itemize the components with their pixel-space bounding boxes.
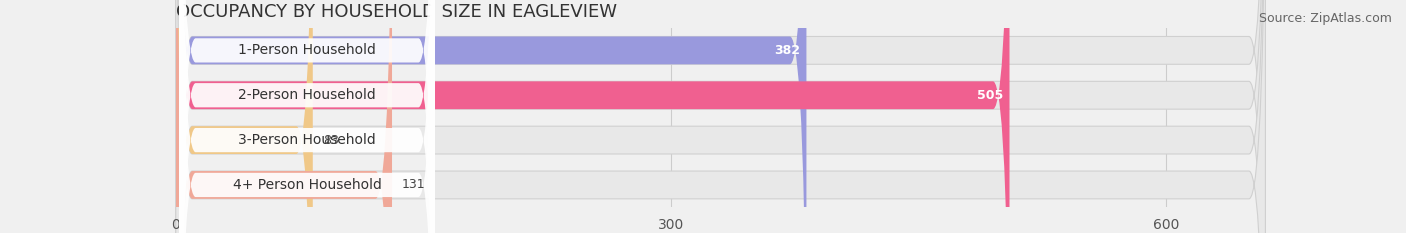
FancyBboxPatch shape <box>176 0 1265 233</box>
Text: 1-Person Household: 1-Person Household <box>238 43 375 57</box>
Text: 505: 505 <box>977 89 1002 102</box>
FancyBboxPatch shape <box>176 0 1265 233</box>
Text: OCCUPANCY BY HOUSEHOLD SIZE IN EAGLEVIEW: OCCUPANCY BY HOUSEHOLD SIZE IN EAGLEVIEW <box>176 3 617 21</box>
Text: 382: 382 <box>773 44 800 57</box>
FancyBboxPatch shape <box>176 0 392 233</box>
FancyBboxPatch shape <box>176 0 1265 233</box>
FancyBboxPatch shape <box>176 0 1265 233</box>
Text: 131: 131 <box>402 178 426 192</box>
FancyBboxPatch shape <box>179 0 434 233</box>
FancyBboxPatch shape <box>179 0 434 233</box>
Text: 3-Person Household: 3-Person Household <box>238 133 375 147</box>
FancyBboxPatch shape <box>176 0 807 233</box>
FancyBboxPatch shape <box>176 0 1010 233</box>
FancyBboxPatch shape <box>179 0 434 233</box>
Text: 2-Person Household: 2-Person Household <box>238 88 375 102</box>
FancyBboxPatch shape <box>176 0 312 233</box>
Text: Source: ZipAtlas.com: Source: ZipAtlas.com <box>1258 12 1392 25</box>
Text: 83: 83 <box>323 134 339 147</box>
FancyBboxPatch shape <box>179 0 434 233</box>
Text: 4+ Person Household: 4+ Person Household <box>232 178 381 192</box>
